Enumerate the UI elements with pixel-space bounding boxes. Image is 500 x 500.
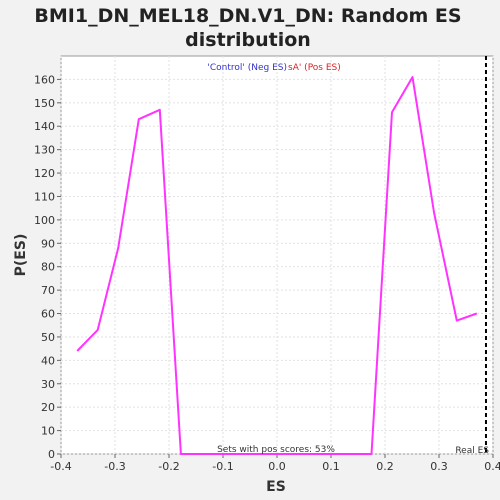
y-axis-title: P(ES) (13, 234, 29, 277)
x-tick-label: -0.1 (212, 460, 233, 473)
y-tick-label: 20 (41, 401, 55, 414)
y-tick-label: 140 (34, 120, 55, 133)
legend-sa-label: sA' (Pos ES) (288, 63, 341, 73)
x-tick-label: 0.3 (430, 460, 448, 473)
x-tick-label: -0.3 (104, 460, 125, 473)
axis-ticks: 0 10 20 30 40 50 60 70 80 90 100 110 120 130 140 150 160… (34, 73, 500, 473)
y-tick-label: 150 (34, 97, 55, 110)
x-tick-label: 0.2 (376, 460, 394, 473)
y-tick-label: 40 (41, 354, 55, 367)
real-es-label: Real ES (455, 446, 489, 456)
x-tick-label: -0.2 (158, 460, 179, 473)
legend-control-label: 'Control' (Neg ES) (207, 63, 287, 73)
x-tick-label: 0.4 (484, 460, 500, 473)
series-layer (76, 76, 478, 455)
y-tick-label: 90 (41, 237, 55, 250)
y-tick-label: 80 (41, 261, 55, 274)
y-tick-label: 60 (41, 308, 55, 321)
x-axis-title: ES (266, 479, 286, 495)
y-tick-label: 30 (41, 378, 55, 391)
pos-scores-annotation: Sets with pos scores: 53% (217, 445, 335, 455)
y-tick-label: 110 (34, 190, 55, 203)
chart-title-line-1: BMI1_DN_MEL18_DN.V1_DN: Random ES (34, 5, 461, 27)
y-tick-label: 70 (41, 284, 55, 297)
x-tick-label: 0.1 (322, 460, 340, 473)
y-tick-label: 100 (34, 214, 55, 227)
y-tick-label: 130 (34, 144, 55, 157)
y-tick-label: 160 (34, 73, 55, 86)
plot-area (60, 55, 494, 455)
x-tick-label: 0.0 (268, 460, 286, 473)
grid-lines (60, 56, 494, 455)
chart-title-line-2: distribution (185, 29, 311, 51)
y-tick-label: 120 (34, 167, 55, 180)
y-tick-label: 50 (41, 331, 55, 344)
y-tick-label: 0 (48, 448, 55, 461)
y-tick-label: 10 (41, 425, 55, 438)
legend: 'Control' (Neg ES) sA' (Pos ES) (207, 63, 340, 73)
series-line (76, 76, 478, 455)
x-tick-label: -0.4 (50, 460, 71, 473)
